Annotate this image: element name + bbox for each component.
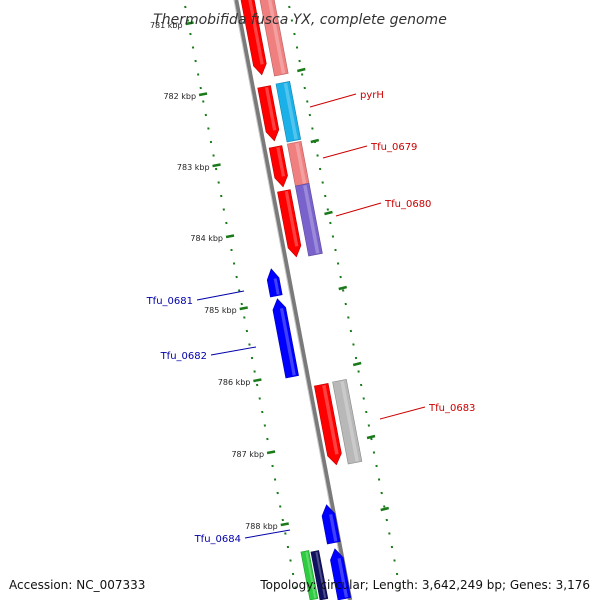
gene-label[interactable]: Tfu_0683 — [428, 403, 475, 414]
gene-label[interactable]: Tfu_0682 — [160, 351, 207, 362]
feature-highlight — [264, 87, 277, 131]
gene-label[interactable]: Tfu_0680 — [384, 199, 431, 210]
major-tick — [310, 138, 320, 144]
feature-forward-misc[interactable] — [259, 0, 289, 77]
major-tick — [198, 92, 208, 97]
major-tick — [239, 306, 248, 311]
kbp-tick-label: 782 kbp — [163, 92, 196, 101]
major-tick — [280, 522, 289, 527]
feature-highlight — [340, 380, 359, 462]
gene-label-leader — [379, 406, 426, 420]
feature-tfu0683-cds[interactable] — [313, 383, 342, 466]
inner-tick-ring — [184, 5, 297, 589]
major-tick — [253, 378, 262, 383]
feature-tfu0681-cds[interactable] — [266, 268, 283, 298]
gene-label[interactable]: Tfu_0684 — [194, 534, 241, 545]
ticks-layer: 781 kbp 782 kbp 783 kbp 784 kbp 785 kbp 786 k… — [150, 5, 401, 589]
major-tick — [225, 234, 235, 239]
kbp-tick-label: 786 kbp — [218, 378, 251, 387]
feature-highlight — [283, 82, 298, 140]
feature-highlight — [276, 147, 286, 177]
backbone-layer — [233, 0, 353, 600]
feature-highlight — [273, 278, 280, 295]
gene-label-leader — [210, 346, 257, 356]
gene-label-leader — [335, 202, 382, 217]
feature-tfu0679-cds[interactable] — [268, 145, 288, 188]
labels-layer: pyrH Tfu_0679 Tfu_0680 Tfu_0681 Tfu_0682 Tfu_… — [146, 90, 476, 545]
feature-highlight — [329, 514, 338, 542]
features-layer — [240, 0, 363, 600]
accession-text: Accession: NC_007333 — [9, 578, 146, 592]
feature-bottom-navy[interactable] — [310, 550, 329, 600]
major-tick — [185, 21, 194, 26]
map-title: Thermobifida fusca YX, complete genome — [153, 12, 447, 28]
feature-pyrH-gene[interactable] — [275, 81, 302, 143]
feature-tfu0680-gene[interactable] — [294, 183, 323, 257]
feature-highlight — [267, 0, 286, 74]
kbp-tick-label: 788 kbp — [245, 522, 278, 531]
topology-text: Topology: circular; Length: 3,642,249 bp… — [260, 578, 590, 592]
gene-label-leader — [309, 93, 357, 108]
kbp-tick-label: 783 kbp — [177, 163, 210, 172]
feature-bottom-green[interactable] — [300, 550, 319, 600]
kbp-tick-label: 785 kbp — [204, 306, 237, 315]
major-tick — [338, 285, 348, 291]
feature-highlight — [279, 308, 296, 376]
major-tick — [366, 434, 376, 440]
kbp-tick-label: 781 kbp — [150, 21, 183, 30]
gene-label[interactable]: Tfu_0679 — [370, 142, 417, 153]
feature-highlight — [337, 558, 349, 598]
feature-highlight — [305, 551, 317, 599]
backbone-highlight — [233, 0, 349, 600]
feature-tfu0682-cds[interactable] — [272, 298, 299, 379]
gene-label-leader — [322, 145, 368, 159]
major-tick — [324, 210, 333, 216]
feature-highlight — [295, 142, 307, 184]
kbp-tick-label: 784 kbp — [190, 234, 223, 243]
gene-label[interactable]: pyrH — [360, 90, 384, 101]
outer-tick-ring — [288, 5, 401, 589]
major-tick — [352, 361, 362, 367]
major-tick — [266, 450, 276, 455]
gene-label[interactable]: Tfu_0681 — [146, 296, 193, 307]
feature-tfu0680-cds[interactable] — [277, 189, 302, 258]
kbp-tick-label: 787 kbp — [231, 450, 264, 459]
feature-tfu0684-cds[interactable] — [321, 504, 341, 545]
feature-highlight — [315, 551, 327, 599]
major-tick — [212, 163, 221, 168]
gene-label-leader — [196, 290, 245, 301]
feature-highlight — [322, 384, 339, 455]
feature-pyrH-cds[interactable] — [257, 85, 280, 142]
feature-highlight — [248, 0, 264, 65]
major-tick — [296, 67, 306, 73]
feature-tfu0683-gene[interactable] — [332, 379, 363, 465]
feature-bottom-blue[interactable] — [330, 548, 352, 600]
gene-label-leader — [244, 529, 291, 539]
feature-highlight — [303, 184, 320, 254]
feature-forward-cds[interactable] — [240, 0, 267, 76]
feature-highlight — [284, 191, 299, 247]
backbone-line — [233, 0, 353, 600]
major-tick — [380, 506, 390, 512]
